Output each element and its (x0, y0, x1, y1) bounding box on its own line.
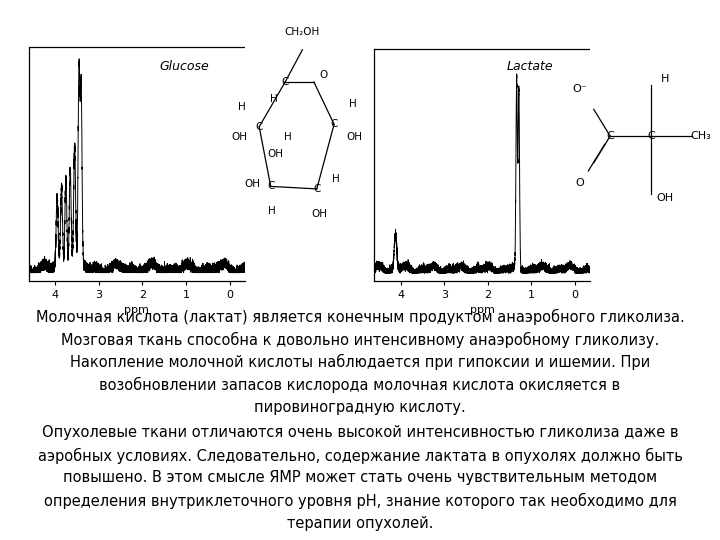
Text: CH₃: CH₃ (690, 131, 711, 141)
Text: OH: OH (346, 132, 362, 141)
Text: O: O (576, 178, 585, 188)
Text: OH: OH (657, 193, 673, 202)
Text: Lactate: Lactate (507, 60, 553, 73)
Text: Мозговая ткань способна к довольно интенсивному анаэробному гликолизу.: Мозговая ткань способна к довольно интен… (61, 332, 659, 348)
Text: H: H (349, 99, 356, 110)
Text: возобновлении запасов кислорода молочная кислота окисляется в: возобновлении запасов кислорода молочная… (99, 377, 621, 393)
Text: C: C (313, 184, 320, 194)
Text: OH: OH (244, 179, 260, 189)
Text: Молочная кислота (лактат) является конечным продуктом анаэробного гликолиза.: Молочная кислота (лактат) является конеч… (35, 309, 685, 325)
Text: аэробных условиях. Следовательно, содержание лактата в опухолях должно быть: аэробных условиях. Следовательно, содерж… (37, 448, 683, 464)
Text: C: C (330, 119, 338, 129)
Text: CH₂OH: CH₂OH (285, 28, 320, 37)
X-axis label: ppm: ppm (125, 306, 149, 315)
Text: C: C (606, 131, 614, 141)
Text: Накопление молочной кислоты наблюдается при гипоксии и ишемии. При: Накопление молочной кислоты наблюдается … (70, 354, 650, 370)
Text: H: H (238, 102, 246, 112)
Text: C: C (282, 77, 289, 87)
Text: C: C (256, 122, 263, 132)
Text: H: H (332, 174, 339, 184)
Text: H: H (661, 73, 669, 84)
Text: повышено. В этом смысле ЯМР может стать очень чувствительным методом: повышено. В этом смысле ЯМР может стать … (63, 470, 657, 485)
Text: H: H (269, 206, 276, 216)
Text: O⁻: O⁻ (573, 84, 588, 94)
Text: пировиноградную кислоту.: пировиноградную кислоту. (254, 400, 466, 415)
Text: OH: OH (267, 149, 283, 159)
Text: OH: OH (231, 132, 247, 141)
Text: определения внутриклеточного уровня pH, знание которого так необходимо для: определения внутриклеточного уровня pH, … (44, 493, 676, 509)
Text: H: H (270, 94, 277, 104)
Text: O: O (320, 70, 328, 79)
Text: C: C (267, 181, 274, 191)
Text: Опухолевые ткани отличаются очень высокой интенсивностью гликолиза даже в: Опухолевые ткани отличаются очень высоко… (42, 425, 678, 440)
Text: Glucose: Glucose (159, 60, 210, 73)
Text: H: H (284, 132, 292, 141)
Text: терапии опухолей.: терапии опухолей. (287, 516, 433, 531)
X-axis label: ppm: ppm (470, 306, 495, 315)
Text: OH: OH (312, 209, 328, 219)
Text: C: C (647, 131, 655, 141)
